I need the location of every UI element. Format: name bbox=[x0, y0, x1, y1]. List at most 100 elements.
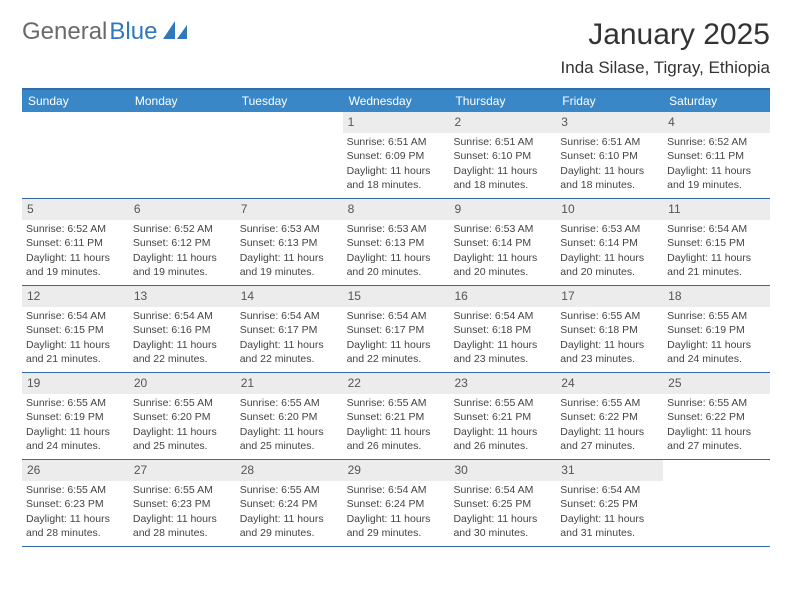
logo-sail-icon bbox=[161, 19, 189, 46]
sunrise-line: Sunrise: 6:54 AM bbox=[347, 309, 446, 323]
calendar-day-cell: 17Sunrise: 6:55 AMSunset: 6:18 PMDayligh… bbox=[556, 286, 663, 372]
day-details: Sunrise: 6:55 AMSunset: 6:23 PMDaylight:… bbox=[129, 481, 236, 544]
calendar-day-cell: 28Sunrise: 6:55 AMSunset: 6:24 PMDayligh… bbox=[236, 460, 343, 546]
sunrise-line: Sunrise: 6:54 AM bbox=[26, 309, 125, 323]
day-details: Sunrise: 6:55 AMSunset: 6:20 PMDaylight:… bbox=[129, 394, 236, 457]
day-number: 12 bbox=[22, 286, 129, 307]
day-number: 6 bbox=[129, 199, 236, 220]
weekday-header-row: SundayMondayTuesdayWednesdayThursdayFrid… bbox=[22, 90, 770, 112]
calendar-day-cell: 9Sunrise: 6:53 AMSunset: 6:14 PMDaylight… bbox=[449, 199, 556, 285]
day-number: 17 bbox=[556, 286, 663, 307]
sunset-line: Sunset: 6:13 PM bbox=[240, 236, 339, 250]
calendar-day-cell: 30Sunrise: 6:54 AMSunset: 6:25 PMDayligh… bbox=[449, 460, 556, 546]
day-number: 22 bbox=[343, 373, 450, 394]
calendar-day-cell: 18Sunrise: 6:55 AMSunset: 6:19 PMDayligh… bbox=[663, 286, 770, 372]
calendar-body: 1Sunrise: 6:51 AMSunset: 6:09 PMDaylight… bbox=[22, 112, 770, 547]
daylight-line: Daylight: 11 hours and 20 minutes. bbox=[453, 251, 552, 279]
daylight-line: Daylight: 11 hours and 29 minutes. bbox=[240, 512, 339, 540]
calendar-week-row: 1Sunrise: 6:51 AMSunset: 6:09 PMDaylight… bbox=[22, 112, 770, 199]
daylight-line: Daylight: 11 hours and 19 minutes. bbox=[26, 251, 125, 279]
day-details: Sunrise: 6:55 AMSunset: 6:21 PMDaylight:… bbox=[343, 394, 450, 457]
sunset-line: Sunset: 6:23 PM bbox=[133, 497, 232, 511]
day-details: Sunrise: 6:55 AMSunset: 6:20 PMDaylight:… bbox=[236, 394, 343, 457]
daylight-line: Daylight: 11 hours and 22 minutes. bbox=[240, 338, 339, 366]
sunset-line: Sunset: 6:21 PM bbox=[347, 410, 446, 424]
day-number: 18 bbox=[663, 286, 770, 307]
weekday-header: Thursday bbox=[449, 90, 556, 112]
calendar-day-cell: 26Sunrise: 6:55 AMSunset: 6:23 PMDayligh… bbox=[22, 460, 129, 546]
daylight-line: Daylight: 11 hours and 18 minutes. bbox=[560, 164, 659, 192]
sunrise-line: Sunrise: 6:51 AM bbox=[560, 135, 659, 149]
sunrise-line: Sunrise: 6:55 AM bbox=[667, 396, 766, 410]
day-details: Sunrise: 6:54 AMSunset: 6:17 PMDaylight:… bbox=[343, 307, 450, 370]
day-details: Sunrise: 6:54 AMSunset: 6:18 PMDaylight:… bbox=[449, 307, 556, 370]
daylight-line: Daylight: 11 hours and 24 minutes. bbox=[667, 338, 766, 366]
calendar-day-cell: 10Sunrise: 6:53 AMSunset: 6:14 PMDayligh… bbox=[556, 199, 663, 285]
day-number: 2 bbox=[449, 112, 556, 133]
calendar-day-cell: 2Sunrise: 6:51 AMSunset: 6:10 PMDaylight… bbox=[449, 112, 556, 198]
page-header: GeneralBlue January 2025 Inda Silase, Ti… bbox=[22, 18, 770, 78]
day-number: 16 bbox=[449, 286, 556, 307]
daylight-line: Daylight: 11 hours and 21 minutes. bbox=[667, 251, 766, 279]
day-number: 29 bbox=[343, 460, 450, 481]
day-details: Sunrise: 6:55 AMSunset: 6:24 PMDaylight:… bbox=[236, 481, 343, 544]
sunset-line: Sunset: 6:22 PM bbox=[560, 410, 659, 424]
day-details: Sunrise: 6:55 AMSunset: 6:22 PMDaylight:… bbox=[663, 394, 770, 457]
calendar-day-cell: 31Sunrise: 6:54 AMSunset: 6:25 PMDayligh… bbox=[556, 460, 663, 546]
sunset-line: Sunset: 6:21 PM bbox=[453, 410, 552, 424]
daylight-line: Daylight: 11 hours and 23 minutes. bbox=[453, 338, 552, 366]
day-number: 30 bbox=[449, 460, 556, 481]
sunrise-line: Sunrise: 6:52 AM bbox=[133, 222, 232, 236]
day-details: Sunrise: 6:54 AMSunset: 6:24 PMDaylight:… bbox=[343, 481, 450, 544]
day-number: 21 bbox=[236, 373, 343, 394]
calendar-day-cell: 12Sunrise: 6:54 AMSunset: 6:15 PMDayligh… bbox=[22, 286, 129, 372]
day-number: 24 bbox=[556, 373, 663, 394]
day-number: 11 bbox=[663, 199, 770, 220]
calendar-day-cell: 24Sunrise: 6:55 AMSunset: 6:22 PMDayligh… bbox=[556, 373, 663, 459]
daylight-line: Daylight: 11 hours and 23 minutes. bbox=[560, 338, 659, 366]
sunset-line: Sunset: 6:15 PM bbox=[667, 236, 766, 250]
day-details: Sunrise: 6:54 AMSunset: 6:25 PMDaylight:… bbox=[556, 481, 663, 544]
calendar-day-cell: 13Sunrise: 6:54 AMSunset: 6:16 PMDayligh… bbox=[129, 286, 236, 372]
calendar-day-cell: 29Sunrise: 6:54 AMSunset: 6:24 PMDayligh… bbox=[343, 460, 450, 546]
sunset-line: Sunset: 6:11 PM bbox=[667, 149, 766, 163]
daylight-line: Daylight: 11 hours and 27 minutes. bbox=[560, 425, 659, 453]
calendar-week-row: 19Sunrise: 6:55 AMSunset: 6:19 PMDayligh… bbox=[22, 373, 770, 460]
sunset-line: Sunset: 6:20 PM bbox=[133, 410, 232, 424]
weekday-header: Wednesday bbox=[343, 90, 450, 112]
calendar-day-cell: 4Sunrise: 6:52 AMSunset: 6:11 PMDaylight… bbox=[663, 112, 770, 198]
day-details: Sunrise: 6:54 AMSunset: 6:16 PMDaylight:… bbox=[129, 307, 236, 370]
sunrise-line: Sunrise: 6:53 AM bbox=[560, 222, 659, 236]
calendar-day-cell: 23Sunrise: 6:55 AMSunset: 6:21 PMDayligh… bbox=[449, 373, 556, 459]
calendar-table: SundayMondayTuesdayWednesdayThursdayFrid… bbox=[22, 88, 770, 547]
day-details: Sunrise: 6:55 AMSunset: 6:22 PMDaylight:… bbox=[556, 394, 663, 457]
day-details: Sunrise: 6:53 AMSunset: 6:14 PMDaylight:… bbox=[449, 220, 556, 283]
sunset-line: Sunset: 6:18 PM bbox=[453, 323, 552, 337]
sunrise-line: Sunrise: 6:55 AM bbox=[133, 483, 232, 497]
day-details: Sunrise: 6:55 AMSunset: 6:19 PMDaylight:… bbox=[663, 307, 770, 370]
calendar-day-cell bbox=[236, 112, 343, 198]
calendar-day-cell: 21Sunrise: 6:55 AMSunset: 6:20 PMDayligh… bbox=[236, 373, 343, 459]
day-details: Sunrise: 6:53 AMSunset: 6:14 PMDaylight:… bbox=[556, 220, 663, 283]
daylight-line: Daylight: 11 hours and 29 minutes. bbox=[347, 512, 446, 540]
day-number bbox=[236, 112, 343, 133]
weekday-header: Monday bbox=[129, 90, 236, 112]
daylight-line: Daylight: 11 hours and 19 minutes. bbox=[240, 251, 339, 279]
calendar-day-cell: 14Sunrise: 6:54 AMSunset: 6:17 PMDayligh… bbox=[236, 286, 343, 372]
calendar-day-cell: 11Sunrise: 6:54 AMSunset: 6:15 PMDayligh… bbox=[663, 199, 770, 285]
day-number: 19 bbox=[22, 373, 129, 394]
day-number: 9 bbox=[449, 199, 556, 220]
sunrise-line: Sunrise: 6:54 AM bbox=[347, 483, 446, 497]
sunrise-line: Sunrise: 6:54 AM bbox=[453, 309, 552, 323]
day-number: 1 bbox=[343, 112, 450, 133]
sunrise-line: Sunrise: 6:55 AM bbox=[560, 309, 659, 323]
calendar-day-cell: 3Sunrise: 6:51 AMSunset: 6:10 PMDaylight… bbox=[556, 112, 663, 198]
sunset-line: Sunset: 6:18 PM bbox=[560, 323, 659, 337]
day-details: Sunrise: 6:55 AMSunset: 6:18 PMDaylight:… bbox=[556, 307, 663, 370]
day-details: Sunrise: 6:51 AMSunset: 6:10 PMDaylight:… bbox=[556, 133, 663, 196]
day-details: Sunrise: 6:54 AMSunset: 6:17 PMDaylight:… bbox=[236, 307, 343, 370]
sunrise-line: Sunrise: 6:54 AM bbox=[240, 309, 339, 323]
daylight-line: Daylight: 11 hours and 31 minutes. bbox=[560, 512, 659, 540]
calendar-day-cell: 20Sunrise: 6:55 AMSunset: 6:20 PMDayligh… bbox=[129, 373, 236, 459]
sunrise-line: Sunrise: 6:53 AM bbox=[240, 222, 339, 236]
